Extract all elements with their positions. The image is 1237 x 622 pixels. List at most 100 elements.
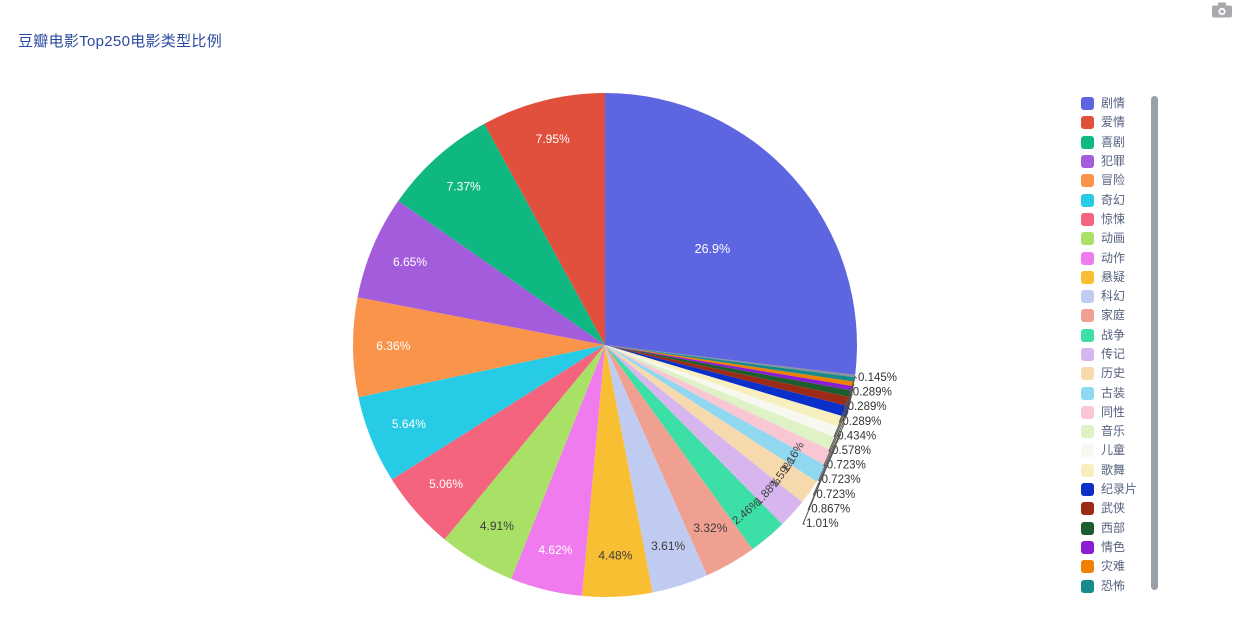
legend-swatch xyxy=(1081,116,1094,130)
legend: 剧情爱情喜剧犯罪 冒险 奇幻 惊悚 动画 动作 悬疑科幻家庭战争传记历史 古装同性音乐 儿童 歌舞… xyxy=(1081,94,1137,596)
legend-swatch xyxy=(1081,367,1094,381)
pie-inside-label: 7.95% xyxy=(536,132,570,146)
legend-swatch xyxy=(1081,560,1094,574)
pie-slice-历史[interactable] xyxy=(605,345,817,503)
pie-slice-冒险[interactable] xyxy=(353,297,605,398)
legend-swatch xyxy=(1081,348,1094,361)
pie-slice-家庭[interactable] xyxy=(605,345,753,576)
legend-label: 情色 xyxy=(1101,539,1126,554)
legend-item-西部[interactable]: 西部 xyxy=(1081,519,1137,538)
legend-label: 科幻 xyxy=(1101,289,1126,304)
legend-item-音乐[interactable]: 音乐 xyxy=(1081,422,1137,441)
legend-item-情色[interactable]: 情色 xyxy=(1081,538,1137,557)
pie-outside-label: 0.289% xyxy=(853,387,892,399)
pie-slice-奇幻[interactable] xyxy=(358,345,606,480)
legend-swatch xyxy=(1081,386,1094,400)
pie-inside-label: 4.48% xyxy=(598,549,632,563)
legend-item-犯罪[interactable]: 犯罪 xyxy=(1081,152,1137,171)
legend-swatch xyxy=(1081,212,1094,226)
legend-label: 家庭 xyxy=(1101,308,1126,323)
pie-slice-纪录片[interactable] xyxy=(605,345,850,418)
pie-outside-label: 0.289% xyxy=(842,416,881,428)
legend-item-纪录片[interactable]: 纪录片 xyxy=(1081,480,1137,499)
pie-slice-犯罪[interactable] xyxy=(357,200,605,345)
pie-outside-label: 0.723% xyxy=(822,474,861,486)
pie-slice-古装[interactable] xyxy=(605,345,827,482)
legend-label: 战争 xyxy=(1101,327,1126,342)
legend-swatch xyxy=(1081,405,1094,419)
legend-scrollbar[interactable] xyxy=(1151,96,1158,590)
legend-item-惊悚[interactable]: 惊悚 xyxy=(1081,210,1137,229)
pie-slice-剧情[interactable] xyxy=(605,93,857,375)
pie-slice-儿童[interactable] xyxy=(605,345,843,439)
legend-swatch xyxy=(1081,425,1094,439)
camera-icon xyxy=(1212,2,1232,18)
pie-slice-爱情[interactable] xyxy=(484,93,605,345)
pie-inside-label: 3.32% xyxy=(693,521,727,535)
legend-swatch xyxy=(1081,309,1094,323)
legend-item-歌舞[interactable]: 歌舞 xyxy=(1081,461,1137,480)
legend-swatch xyxy=(1081,540,1094,554)
legend-label: 剧情 xyxy=(1101,96,1126,111)
pie-outside-label: 0.289% xyxy=(848,401,887,413)
pie-slice-动画[interactable] xyxy=(444,345,605,579)
legend-item-喜剧[interactable]: 喜剧 xyxy=(1081,133,1137,152)
pie-label-line xyxy=(854,375,857,379)
legend-item-科幻[interactable]: 科幻 xyxy=(1081,287,1137,306)
pie-slice-情色[interactable] xyxy=(605,345,854,391)
pie-slice-西部[interactable] xyxy=(605,345,853,398)
legend-swatch xyxy=(1081,232,1094,246)
legend-swatch xyxy=(1081,521,1094,535)
legend-label: 同性 xyxy=(1101,404,1126,419)
legend-item-战争[interactable]: 战争 xyxy=(1081,326,1137,345)
legend-swatch xyxy=(1081,270,1094,284)
pie-outside-label: 0.723% xyxy=(827,460,866,472)
legend-item-同性[interactable]: 同性 xyxy=(1081,403,1137,422)
pie-slice-恐怖[interactable] xyxy=(605,345,855,382)
pie-slice-科幻[interactable] xyxy=(605,345,707,593)
legend-swatch xyxy=(1081,502,1094,516)
legend-item-家庭[interactable]: 家庭 xyxy=(1081,306,1137,325)
pie-outside-label: 0.723% xyxy=(816,489,855,501)
legend-item-动作[interactable]: 动作 xyxy=(1081,248,1137,267)
pie-label-line xyxy=(802,458,831,525)
pie-slice-传记[interactable] xyxy=(605,345,803,525)
page-title: 豆瓣电影Top250电影类型比例 xyxy=(18,33,223,50)
legend-item-灾难[interactable]: 灾难 xyxy=(1081,557,1137,576)
legend-item-恐怖[interactable]: 恐怖 xyxy=(1081,576,1137,595)
legend-label: 恐怖 xyxy=(1101,578,1126,593)
legend-item-悬疑[interactable]: 悬疑 xyxy=(1081,268,1137,287)
legend-item-传记[interactable]: 传记 xyxy=(1081,345,1137,364)
pie-slice-战争[interactable] xyxy=(605,345,783,550)
legend-swatch xyxy=(1081,483,1094,497)
pie-inside-label: 4.91% xyxy=(480,519,514,533)
pie-slice-idx1[interactable] xyxy=(605,345,856,378)
pie-slice-歌舞[interactable] xyxy=(605,345,847,429)
pie-slice-惊悚[interactable] xyxy=(391,345,605,540)
legend-swatch xyxy=(1081,97,1094,111)
pie-slice-悬疑[interactable] xyxy=(582,345,653,597)
legend-label: 喜剧 xyxy=(1101,134,1126,149)
legend-swatch xyxy=(1081,328,1094,342)
pie-slice-灾难[interactable] xyxy=(605,345,855,387)
legend-item-奇幻[interactable]: 奇幻 xyxy=(1081,190,1137,209)
legend-item-冒险[interactable]: 冒险 xyxy=(1081,171,1137,190)
save-as-image-button[interactable] xyxy=(1211,2,1233,18)
legend-item-古装[interactable]: 古装 xyxy=(1081,383,1137,402)
pie-slice-音乐[interactable] xyxy=(605,345,839,452)
legend-item-动画[interactable]: 动画 xyxy=(1081,229,1137,248)
legend-item-爱情[interactable]: 爱情 xyxy=(1081,113,1137,132)
legend-swatch xyxy=(1081,444,1094,458)
legend-item-历史[interactable]: 历史 xyxy=(1081,364,1137,383)
legend-swatch xyxy=(1081,251,1094,265)
legend-item-剧情[interactable]: 剧情 xyxy=(1081,94,1137,113)
legend-item-儿童[interactable]: 儿童 xyxy=(1081,441,1137,460)
pie-inside-label: 26.9% xyxy=(695,242,730,256)
pie-slice-同性[interactable] xyxy=(605,345,834,466)
legend-label: 传记 xyxy=(1101,347,1126,361)
pie-slice-喜剧[interactable] xyxy=(398,123,605,345)
pie-slice-动作[interactable] xyxy=(511,345,605,596)
legend-item-武侠[interactable]: 武侠 xyxy=(1081,499,1137,518)
pie-slice-武侠[interactable] xyxy=(605,345,852,407)
